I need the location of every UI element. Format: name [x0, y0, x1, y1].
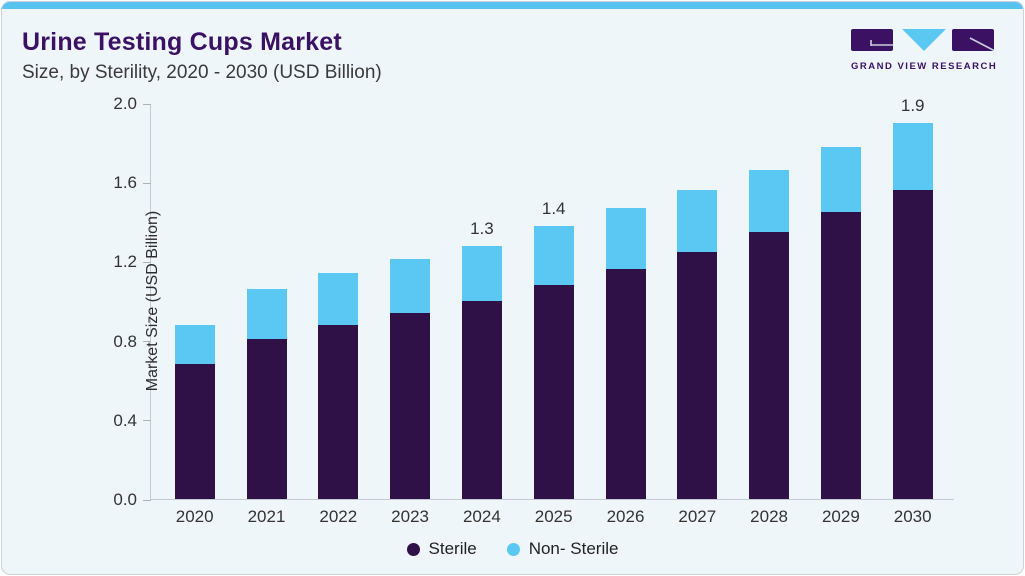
- bar-segment-sterile-2029: [820, 211, 861, 499]
- bar-segment-sterile-2024: [461, 301, 502, 499]
- x-axis-label: 2022: [319, 507, 358, 526]
- y-axis-tick: [143, 499, 151, 501]
- y-axis-tick: [143, 182, 151, 184]
- bar-value-label: 1.3: [470, 218, 494, 238]
- x-axis-label: 2024: [462, 507, 501, 526]
- legend-item-non-sterile: Non- Sterile: [506, 539, 619, 559]
- y-axis-tick-label: 2.0: [113, 94, 137, 113]
- y-axis-tick: [143, 103, 151, 105]
- legend-label: Non- Sterile: [528, 539, 619, 558]
- y-axis-tick: [143, 341, 151, 343]
- x-axis-label: 2027: [678, 507, 717, 526]
- bar-segment-sterile-2027: [677, 251, 718, 499]
- bar-segment-sterile-2026: [605, 269, 646, 499]
- bar-segment-sterile-2020: [174, 364, 215, 499]
- bar-segment-non-sterile-2028: [749, 170, 790, 232]
- chart-header: Urine Testing Cups Market Size, by Steri…: [22, 28, 382, 84]
- x-axis-label: 2021: [247, 507, 286, 526]
- bar-segment-sterile-2028: [749, 231, 790, 499]
- bar-value-label: 1.4: [541, 198, 566, 218]
- legend-swatch-icon: [406, 542, 420, 556]
- bar-segment-non-sterile-2025: [533, 225, 574, 286]
- x-axis-label: 2029: [821, 507, 860, 526]
- top-accent-strip: [2, 2, 1023, 9]
- page-subtitle: Size, by Sterility, 2020 - 2030 (USD Bil…: [22, 62, 382, 83]
- x-axis-label: 2020: [175, 507, 214, 526]
- legend-label: Sterile: [428, 539, 477, 558]
- x-axis-label: 2028: [750, 507, 788, 526]
- bar-segment-non-sterile-2023: [390, 259, 431, 313]
- gvr-logo-icon: [851, 29, 995, 52]
- y-axis-title: Market Size (USD Billion): [144, 210, 161, 392]
- legend-item-sterile: Sterile: [406, 539, 477, 559]
- x-axis-label: 2023: [391, 507, 429, 526]
- y-axis-tick: [143, 261, 151, 263]
- y-axis-tick-label: 0.0: [113, 490, 137, 509]
- bar-value-label: 1.9: [900, 95, 925, 115]
- plot-area: Market Size (USD Billion) 0.0 0.4 0.8 1.2 1.…: [113, 94, 954, 526]
- bar-segment-non-sterile-2022: [318, 273, 359, 325]
- page-title: Urine Testing Cups Market: [22, 28, 342, 56]
- x-axis-label: 2030: [893, 507, 932, 526]
- grand-view-research-logo: GRAND VIEW RESEARCH: [851, 29, 998, 72]
- y-axis-tick-label: 0.4: [113, 410, 137, 430]
- y-axis-tick-label: 1.6: [113, 173, 137, 193]
- bar-segment-sterile-2025: [533, 285, 574, 499]
- bar-segment-sterile-2021: [246, 338, 287, 499]
- x-axis-label: 2025: [534, 507, 573, 526]
- bar-segment-non-sterile-2030: [892, 122, 933, 191]
- y-axis-tick-label: 0.8: [113, 331, 137, 351]
- y-axis-tick: [143, 420, 151, 422]
- bar-segment-sterile-2022: [318, 324, 359, 499]
- y-axis-tick-label: 1.2: [113, 252, 137, 272]
- legend-swatch-icon: [506, 542, 520, 556]
- bar-segment-non-sterile-2024: [461, 245, 502, 301]
- bar-segment-sterile-2023: [390, 312, 431, 499]
- chart-legend: Sterile Non- Sterile: [2, 539, 1023, 559]
- logo-text: GRAND VIEW RESEARCH: [851, 61, 998, 72]
- bar-segment-non-sterile-2026: [605, 207, 646, 270]
- bar-segment-sterile-2030: [892, 190, 933, 499]
- x-axis-label: 2026: [606, 507, 645, 526]
- bar-segment-non-sterile-2021: [246, 289, 287, 339]
- bar-segment-non-sterile-2020: [174, 324, 215, 365]
- bar-segment-non-sterile-2029: [820, 146, 861, 212]
- bar-segment-non-sterile-2027: [677, 190, 718, 252]
